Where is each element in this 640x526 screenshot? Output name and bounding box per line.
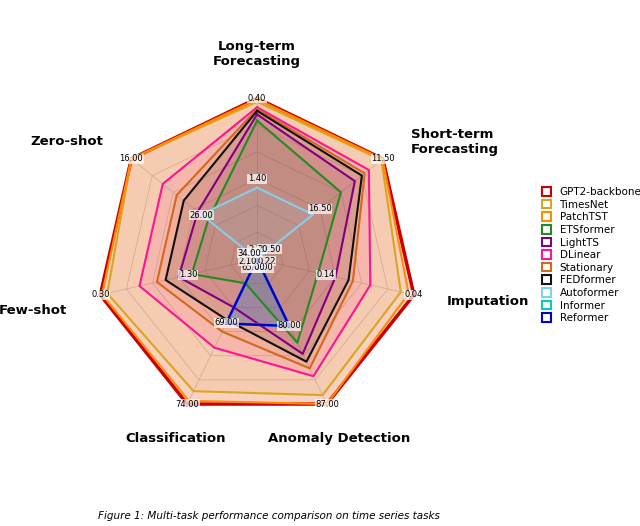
Text: 65.00: 65.00 [241,264,265,272]
Text: 1.40: 1.40 [248,174,266,183]
Text: 0.14: 0.14 [317,270,335,279]
Text: 0.40: 0.40 [248,94,266,103]
Polygon shape [166,111,362,362]
Polygon shape [100,98,414,404]
Text: 16.50: 16.50 [308,205,332,214]
Polygon shape [157,109,365,368]
Text: Short-term
Forecasting: Short-term Forecasting [411,128,499,156]
Polygon shape [102,99,409,404]
Text: 0.30: 0.30 [91,290,109,299]
Polygon shape [179,114,355,354]
Polygon shape [201,188,313,326]
Text: 74.00: 74.00 [250,264,273,272]
Text: Figure 1: Multi-task performance comparison on time series tasks: Figure 1: Multi-task performance compari… [98,511,440,521]
Text: Imputation: Imputation [447,295,529,308]
Text: Classification: Classification [125,432,226,445]
Polygon shape [192,120,341,343]
Text: 1.30: 1.30 [179,270,197,279]
Text: 69.00: 69.00 [214,318,238,327]
Text: 2.10: 2.10 [239,257,257,266]
Text: 34.00: 34.00 [237,249,261,258]
Text: 0.04: 0.04 [404,290,423,299]
Polygon shape [108,102,401,395]
Polygon shape [226,259,289,326]
Text: Anomaly Detection: Anomaly Detection [268,432,410,445]
Polygon shape [140,107,371,376]
Text: 0.22: 0.22 [257,257,276,266]
Text: 87.00: 87.00 [315,400,339,409]
Text: Zero-shot: Zero-shot [31,135,104,148]
Text: 16.00: 16.00 [120,154,143,164]
Text: Few-shot: Few-shot [0,304,67,317]
Text: 2.20: 2.20 [248,245,266,254]
Text: 80.00: 80.00 [277,321,301,330]
Text: 26.00: 26.00 [190,210,214,219]
Text: 11.50: 11.50 [371,154,395,164]
Text: 74.00: 74.00 [175,400,199,409]
Legend: GPT2-backbone, TimesNet, PatchTST, ETSformer, LightTS, DLinear, Stationary, FEDf: GPT2-backbone, TimesNet, PatchTST, ETSfo… [538,183,640,327]
Polygon shape [226,259,289,326]
Text: Long-term
Forecasting: Long-term Forecasting [213,40,301,68]
Text: 20.50: 20.50 [258,245,282,254]
